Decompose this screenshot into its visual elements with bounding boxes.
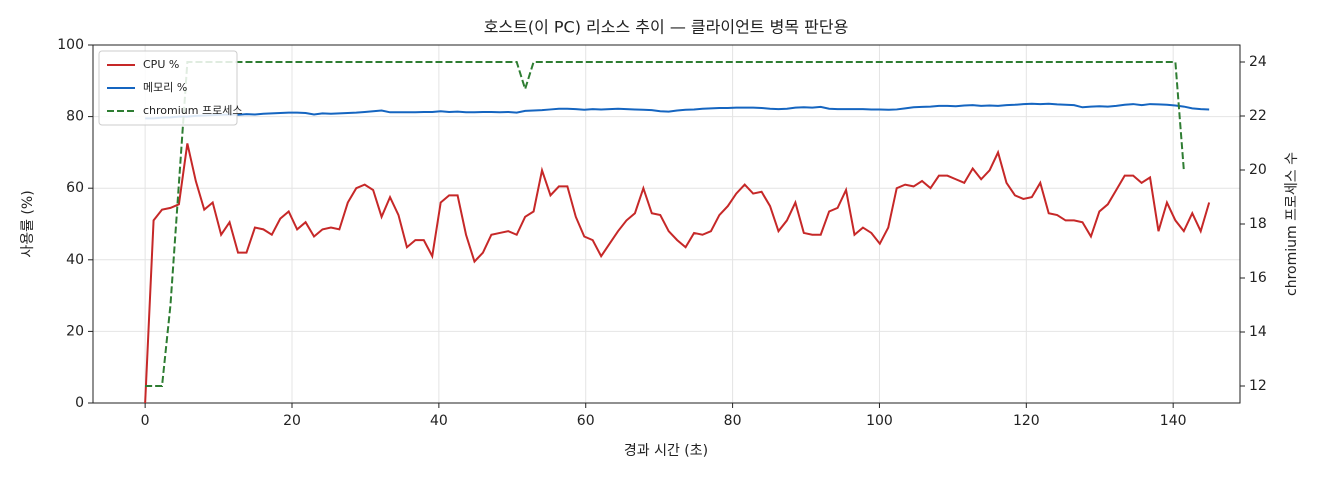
y-tick-label: 20	[66, 323, 84, 339]
x-tick-label: 0	[141, 413, 150, 429]
chart-title: 호스트(이 PC) 리소스 추이 — 클라이언트 병목 판단용	[484, 18, 849, 37]
y-tick-label: 0	[75, 395, 84, 411]
x-tick-label: 40	[430, 413, 448, 429]
y-tick-label: 80	[66, 109, 84, 125]
y2-tick-label: 18	[1249, 216, 1267, 232]
y-tick-label: 100	[57, 37, 84, 53]
y-tick-label: 60	[66, 180, 84, 196]
y-axis-label: 사용률 (%)	[20, 190, 36, 257]
y2-tick-label: 20	[1249, 162, 1267, 178]
y2-axis-label: chromium 프로세스 수	[1284, 152, 1300, 296]
x-tick-label: 140	[1160, 413, 1187, 429]
legend-label: chromium 프로세스	[143, 104, 242, 117]
y2-tick-label: 14	[1249, 324, 1267, 340]
plot-frame	[92, 44, 1241, 404]
legend-box	[98, 50, 238, 126]
y2-tick-label: 22	[1249, 108, 1267, 124]
y-tick-label: 40	[66, 252, 84, 268]
x-tick-label: 60	[577, 413, 595, 429]
y2-tick-label: 16	[1249, 270, 1267, 286]
legend-label: CPU %	[143, 58, 179, 71]
y2-tick-label: 12	[1249, 378, 1267, 394]
legend-label: 메모리 %	[143, 81, 187, 94]
x-axis-label: 경과 시간 (초)	[624, 443, 708, 459]
y2-tick-label: 24	[1249, 54, 1267, 70]
series-line	[145, 102, 1210, 120]
x-tick-label: 80	[724, 413, 742, 429]
series-line	[144, 143, 1211, 404]
x-tick-label: 100	[866, 413, 893, 429]
x-tick-label: 20	[283, 413, 301, 429]
x-tick-label: 120	[1013, 413, 1040, 429]
series-line	[145, 61, 1185, 387]
